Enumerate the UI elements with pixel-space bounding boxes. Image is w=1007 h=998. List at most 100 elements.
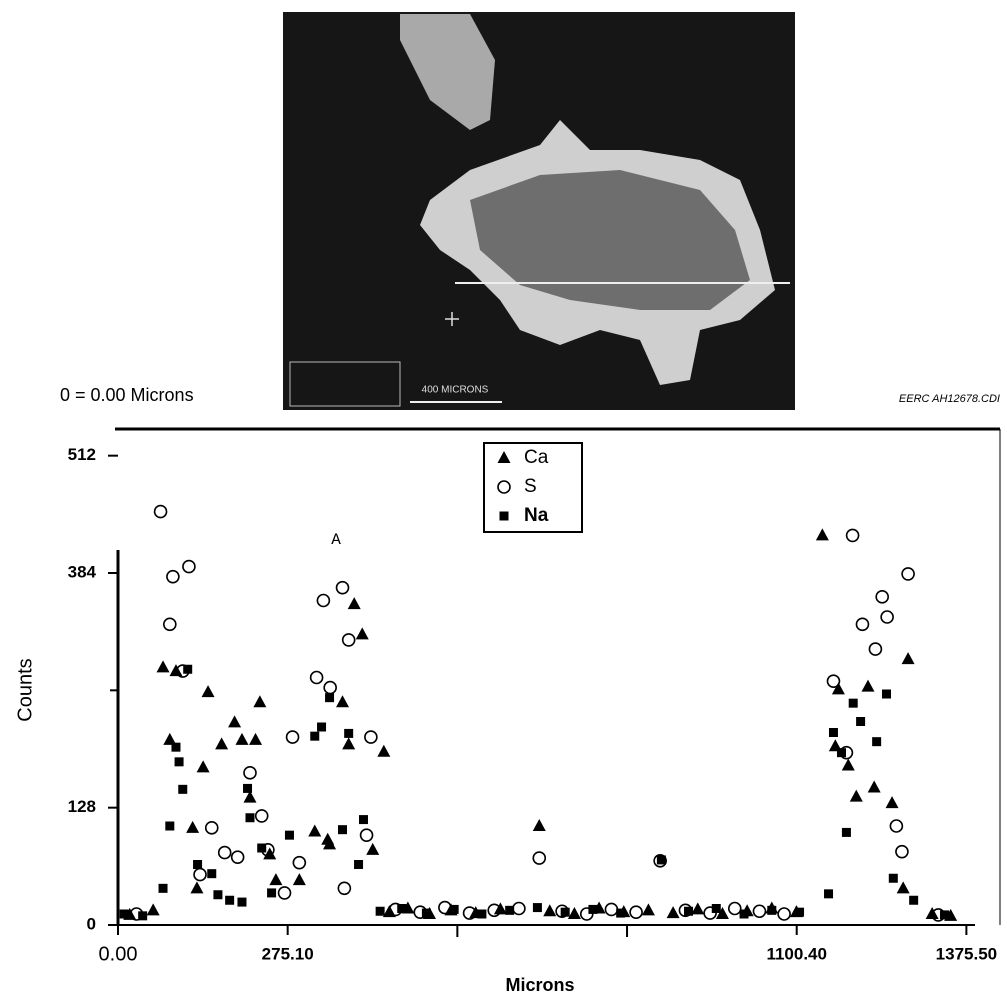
point [243, 766, 257, 780]
point [213, 890, 223, 900]
legend-marker [499, 511, 509, 521]
point [317, 722, 327, 732]
point [335, 580, 350, 595]
point [277, 886, 292, 900]
point [207, 869, 217, 879]
point [848, 698, 858, 708]
point [269, 873, 283, 886]
point [178, 784, 188, 794]
point [292, 855, 307, 870]
point [254, 809, 269, 823]
point [715, 907, 729, 919]
point [243, 790, 257, 803]
point [588, 904, 598, 914]
sem-particle [400, 14, 495, 130]
legend-marker [497, 451, 511, 463]
point [604, 902, 619, 917]
point [462, 906, 477, 920]
point [338, 825, 348, 835]
x-tick-label: 0.00 [99, 943, 138, 965]
point [196, 760, 210, 773]
point [641, 903, 655, 916]
point [138, 911, 148, 921]
origin-note: 0 = 0.00 Microns [60, 385, 194, 405]
point [888, 873, 898, 883]
point [146, 903, 160, 916]
point [815, 528, 829, 541]
point [739, 909, 749, 919]
legend-label: S [524, 476, 537, 497]
point [323, 837, 337, 850]
point [512, 901, 526, 916]
point [567, 907, 581, 919]
point [616, 908, 626, 918]
sem-particle-core [470, 170, 750, 310]
point [230, 850, 245, 864]
point [629, 905, 643, 919]
point [872, 737, 882, 747]
point [285, 730, 300, 744]
point [767, 905, 777, 915]
point [163, 617, 177, 632]
point [158, 883, 168, 893]
file-id: EERC AH12678.CDI [899, 393, 1000, 405]
point [666, 906, 680, 919]
point [532, 819, 546, 831]
sem-scale-label: 400 MICRONS [422, 385, 489, 396]
point [217, 845, 232, 860]
point [795, 907, 805, 917]
sem-crosshair [445, 312, 459, 326]
point [204, 821, 219, 835]
point [325, 693, 335, 703]
point [532, 851, 547, 865]
point [532, 903, 542, 913]
point [292, 873, 306, 886]
point [344, 728, 354, 738]
point [341, 633, 356, 647]
point [711, 904, 721, 913]
y-tick-label: 384 [68, 562, 97, 581]
point [243, 783, 253, 793]
point [560, 907, 570, 917]
point [487, 903, 502, 918]
point [183, 664, 193, 674]
point [193, 867, 207, 882]
point [449, 904, 459, 914]
point [182, 559, 196, 574]
point [201, 685, 215, 698]
point [397, 904, 407, 913]
point [165, 821, 175, 831]
legend-label: Ca [524, 447, 549, 468]
point [337, 881, 352, 896]
annotation: A [331, 531, 341, 549]
point [364, 730, 378, 744]
point [849, 789, 863, 802]
point [375, 906, 385, 916]
point [868, 642, 883, 656]
point [190, 881, 204, 894]
point [543, 904, 557, 917]
point [153, 504, 168, 519]
point [505, 905, 515, 915]
point [901, 652, 915, 665]
point [171, 742, 181, 752]
point [163, 732, 177, 745]
point [366, 842, 380, 855]
y-axis-label: Counts [14, 658, 36, 721]
point [421, 908, 431, 918]
point [235, 732, 249, 745]
point [909, 895, 919, 905]
sem-image: 400 MICRONS [283, 12, 795, 410]
point [166, 569, 180, 584]
point [186, 820, 200, 833]
point [882, 689, 892, 699]
y-tick-label: 0 [87, 914, 96, 933]
point [323, 680, 337, 695]
point [727, 901, 742, 916]
point [253, 695, 267, 708]
point [579, 907, 594, 921]
point [752, 904, 767, 919]
point [358, 815, 368, 825]
point [841, 827, 851, 837]
